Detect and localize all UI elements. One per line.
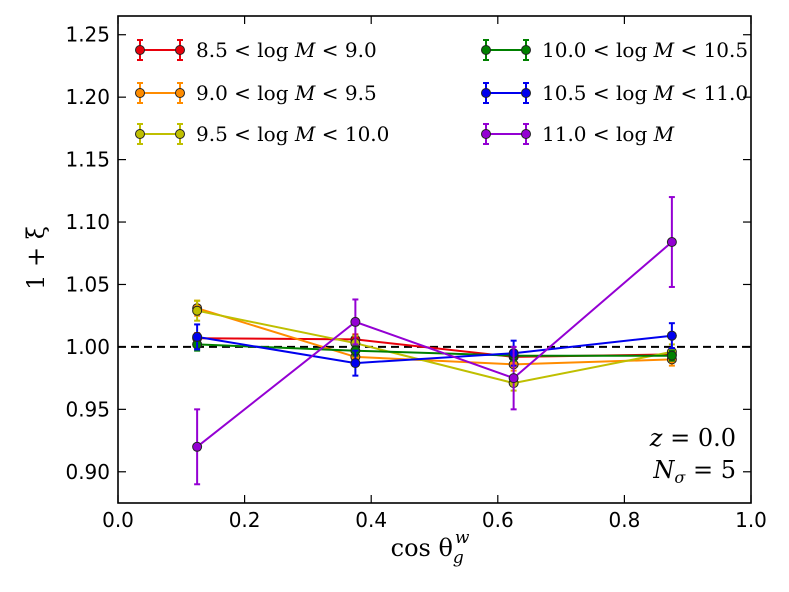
data-point [350,358,361,369]
data-point [192,441,203,452]
legend-marker [175,88,185,98]
legend-entry-3: 10.0 < log M < 10.5 [481,38,748,62]
y-tick-label: 1.20 [65,85,110,109]
legend-marker [521,88,531,98]
data-point [192,331,203,342]
series-1 [192,299,677,372]
legend-label: 11.0 < log M [542,122,675,146]
data-point [666,237,677,248]
y-tick-label: 1.10 [65,210,110,234]
data-point [192,305,203,316]
legend-marker [521,45,531,55]
legend-marker [175,45,185,55]
series-line [196,307,672,366]
plot-border [117,15,752,504]
legend-entry-4: 10.5 < log M < 11.0 [481,81,748,105]
z-annotation: z = 0.0 [649,424,736,452]
legend-marker [135,45,145,55]
legend-label: 9.5 < log M < 10.0 [196,122,389,146]
series-line [197,343,672,357]
data-point [350,316,361,327]
legend-marker [481,45,491,55]
series-line [196,334,673,365]
series-line [196,241,673,448]
data-point [666,330,677,341]
x-tick-label: 0.0 [102,508,134,532]
series-2 [192,299,677,392]
legend-entry-1: 9.0 < log M < 9.5 [135,81,377,105]
y-tick-label: 1.00 [65,335,110,359]
legend-marker [521,129,531,139]
y-tick-label: 0.95 [65,397,110,421]
legend-marker [135,88,145,98]
legend: 8.5 < log M < 9.0 9.0 < log M < 9.5 9.5 < … [135,38,748,146]
legend-entry-0: 8.5 < log M < 9.0 [135,38,377,62]
x-tick-label: 0.2 [229,508,261,532]
data-point [666,350,677,361]
legend-marker [481,88,491,98]
data-point [508,373,519,384]
legend-entry-2: 9.5 < log M < 10.0 [135,122,389,146]
axes-frame: 0.0 0.2 0.4 0.6 0.8 1.0 0.90 0.95 1.00 1.05 1.10 1.… [65,15,767,532]
legend-marker [481,129,491,139]
n-sigma-annotation: Nσ = 5 [652,456,736,487]
x-tick-label: 1.0 [735,508,767,532]
legend-label: 10.0 < log M < 10.5 [542,38,748,62]
legend-label: 8.5 < log M < 9.0 [196,38,377,62]
x-tick-label: 0.8 [608,508,640,532]
legend-label: 10.5 < log M < 11.0 [542,81,748,105]
y-tick-label: 0.90 [65,460,110,484]
legend-marker [135,129,145,139]
x-tick-label: 0.6 [482,508,514,532]
y-tick-label: 1.05 [65,272,110,296]
series-group [192,196,677,486]
legend-label: 9.0 < log M < 9.5 [196,81,377,105]
series-line [196,309,673,385]
y-axis-label: 1 + ξ [22,226,50,290]
x-tick-label: 0.4 [355,508,387,532]
series-5 [192,196,677,486]
y-tick-label: 1.25 [65,23,110,47]
legend-entry-5: 11.0 < log M [481,122,675,146]
x-axis-label: cos θgw [391,528,470,568]
legend-marker [175,129,185,139]
y-tick-label: 1.15 [65,148,110,172]
